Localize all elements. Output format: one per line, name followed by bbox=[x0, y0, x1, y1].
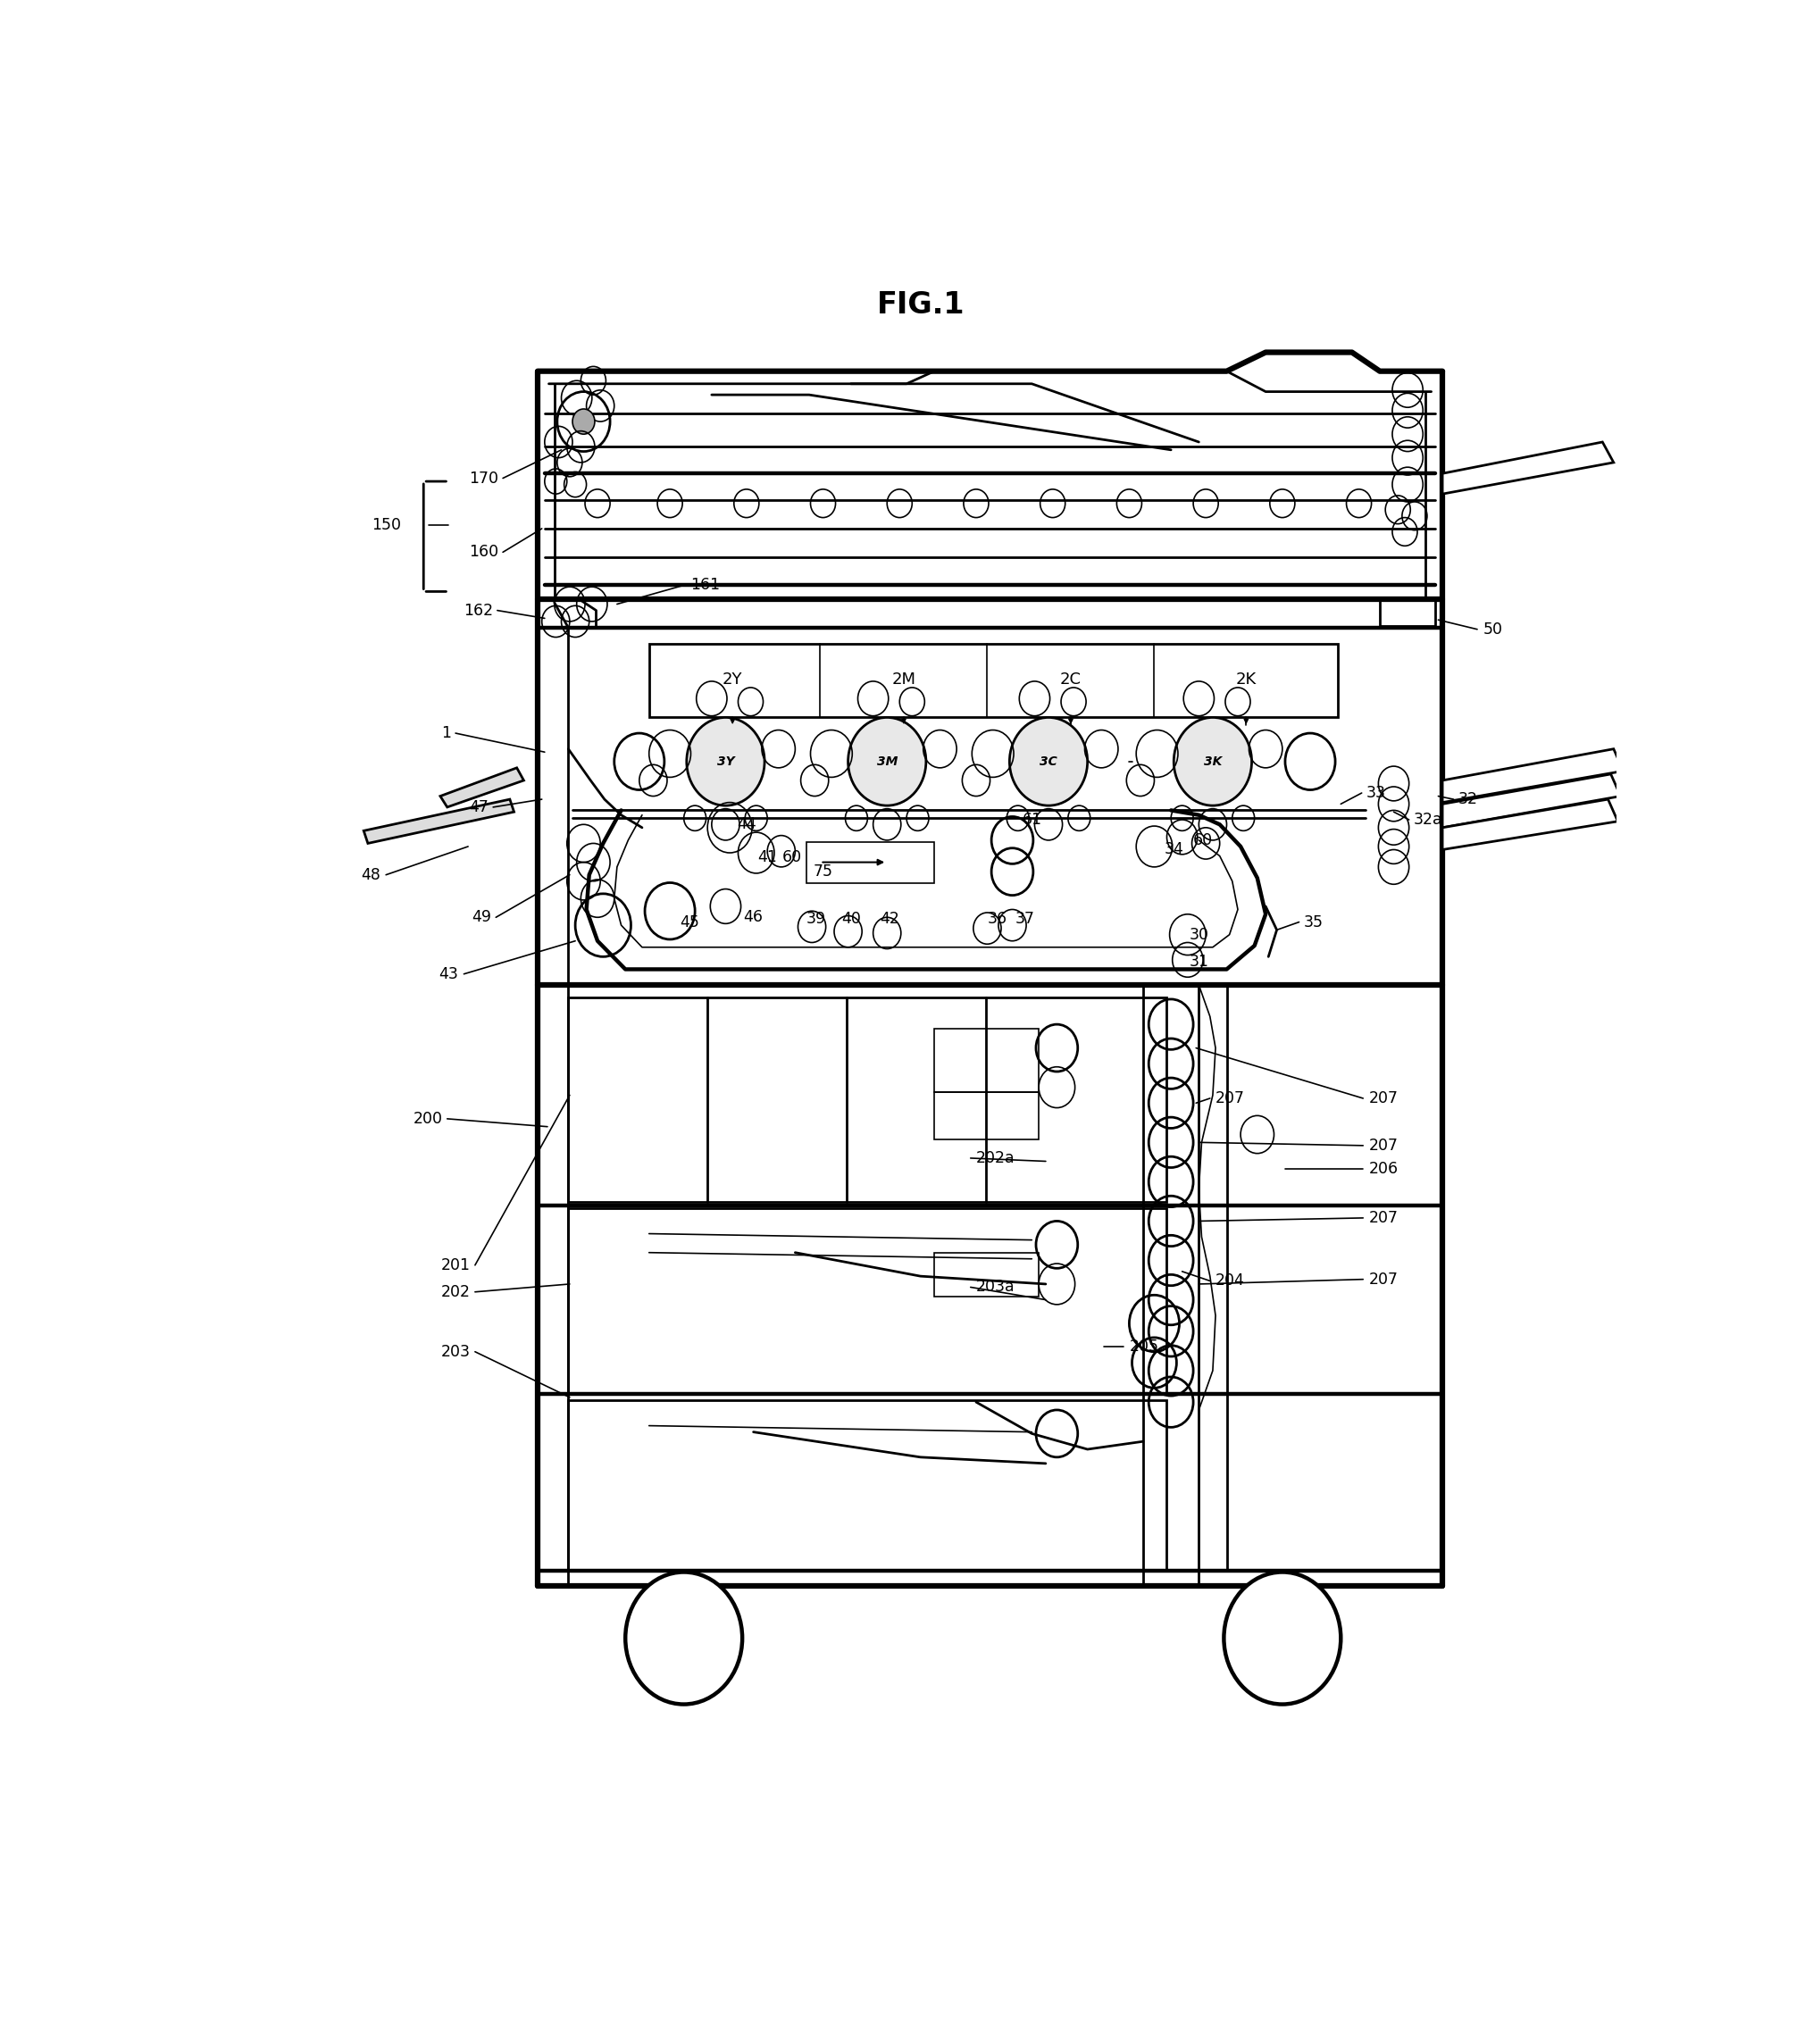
Circle shape bbox=[686, 717, 765, 805]
Text: 48: 48 bbox=[361, 867, 381, 883]
Text: 2Y: 2Y bbox=[722, 672, 742, 687]
Polygon shape bbox=[1442, 748, 1624, 803]
Text: FIG.1: FIG.1 bbox=[876, 290, 964, 319]
Text: 207: 207 bbox=[1369, 1271, 1397, 1288]
Text: 44: 44 bbox=[736, 816, 756, 832]
Polygon shape bbox=[1442, 799, 1618, 850]
Bar bbox=[934, 1253, 1038, 1296]
Polygon shape bbox=[1442, 775, 1620, 828]
Text: 31: 31 bbox=[1189, 953, 1209, 969]
Text: 33: 33 bbox=[1365, 785, 1385, 801]
Circle shape bbox=[848, 717, 927, 805]
Circle shape bbox=[573, 409, 594, 433]
Text: 37: 37 bbox=[1015, 912, 1034, 926]
Circle shape bbox=[1175, 717, 1252, 805]
Text: 203: 203 bbox=[442, 1343, 471, 1359]
Text: 204: 204 bbox=[1216, 1273, 1245, 1290]
Text: 3Y: 3Y bbox=[717, 756, 735, 769]
Text: 1: 1 bbox=[442, 726, 451, 742]
Circle shape bbox=[625, 1572, 742, 1705]
Text: 2C: 2C bbox=[1060, 672, 1081, 687]
Text: 32: 32 bbox=[1458, 791, 1478, 807]
Text: 41: 41 bbox=[758, 850, 778, 865]
Text: 3K: 3K bbox=[1203, 756, 1221, 769]
Text: 150: 150 bbox=[372, 517, 401, 533]
Polygon shape bbox=[363, 799, 514, 844]
Bar bbox=[568, 1400, 1167, 1570]
Bar bbox=[934, 1028, 1038, 1091]
Text: 60: 60 bbox=[1193, 832, 1212, 848]
Text: 203a: 203a bbox=[977, 1280, 1015, 1296]
Text: 34: 34 bbox=[1164, 842, 1184, 858]
Text: 207: 207 bbox=[1216, 1089, 1245, 1106]
Text: 47: 47 bbox=[469, 799, 489, 816]
Text: 49: 49 bbox=[472, 910, 492, 926]
Text: 2K: 2K bbox=[1236, 672, 1257, 687]
Bar bbox=[934, 1091, 1038, 1139]
Text: 207: 207 bbox=[1369, 1139, 1397, 1153]
Polygon shape bbox=[440, 769, 524, 807]
Text: 2M: 2M bbox=[891, 672, 916, 687]
Text: 32a: 32a bbox=[1413, 811, 1442, 828]
Text: 42: 42 bbox=[880, 912, 900, 926]
Circle shape bbox=[1223, 1572, 1342, 1705]
Text: 61: 61 bbox=[1022, 811, 1042, 828]
Text: 161: 161 bbox=[691, 576, 720, 593]
Bar bbox=[568, 1208, 1167, 1394]
Text: 75: 75 bbox=[814, 865, 833, 879]
Text: 30: 30 bbox=[1189, 926, 1209, 942]
Bar bbox=[1379, 597, 1435, 625]
Text: 39: 39 bbox=[806, 912, 826, 926]
Text: 207: 207 bbox=[1369, 1089, 1397, 1106]
Text: 35: 35 bbox=[1304, 914, 1324, 930]
Text: 43: 43 bbox=[438, 967, 458, 981]
Bar bbox=[568, 997, 1167, 1202]
Text: 3C: 3C bbox=[1040, 756, 1058, 769]
Text: 50: 50 bbox=[1483, 621, 1503, 638]
Text: 170: 170 bbox=[469, 470, 499, 486]
Text: 45: 45 bbox=[679, 914, 699, 930]
Text: 60: 60 bbox=[783, 850, 803, 865]
Text: 201: 201 bbox=[442, 1257, 471, 1273]
Text: 202: 202 bbox=[442, 1284, 471, 1300]
Bar bbox=[806, 842, 934, 883]
Polygon shape bbox=[1442, 442, 1613, 495]
Text: 200: 200 bbox=[413, 1110, 444, 1126]
Text: 206: 206 bbox=[1369, 1161, 1399, 1177]
Bar bbox=[648, 644, 1338, 717]
Text: 202a: 202a bbox=[977, 1151, 1015, 1167]
Circle shape bbox=[1009, 717, 1087, 805]
Text: 205: 205 bbox=[1130, 1339, 1158, 1355]
Text: 160: 160 bbox=[469, 544, 499, 560]
Text: 207: 207 bbox=[1369, 1210, 1397, 1226]
Text: 3M: 3M bbox=[876, 756, 898, 769]
Text: 162: 162 bbox=[463, 603, 494, 619]
Text: 40: 40 bbox=[841, 912, 860, 926]
Text: 36: 36 bbox=[988, 912, 1008, 926]
Text: 46: 46 bbox=[744, 910, 763, 926]
